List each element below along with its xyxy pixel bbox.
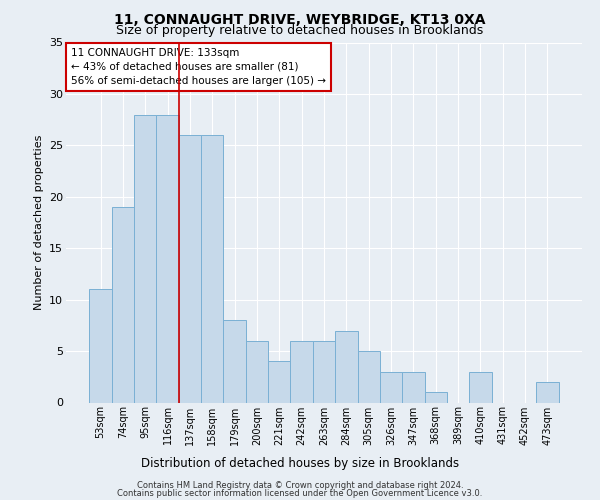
Bar bbox=[246, 341, 268, 402]
Text: Size of property relative to detached houses in Brooklands: Size of property relative to detached ho… bbox=[116, 24, 484, 37]
Bar bbox=[469, 372, 491, 402]
Bar bbox=[313, 341, 335, 402]
Bar bbox=[223, 320, 246, 402]
Bar bbox=[268, 362, 290, 403]
Bar bbox=[402, 372, 425, 402]
Bar bbox=[335, 330, 358, 402]
Bar bbox=[89, 290, 112, 403]
Bar bbox=[201, 135, 223, 402]
Bar bbox=[157, 114, 179, 403]
Bar bbox=[358, 351, 380, 403]
Text: 11, CONNAUGHT DRIVE, WEYBRIDGE, KT13 0XA: 11, CONNAUGHT DRIVE, WEYBRIDGE, KT13 0XA bbox=[114, 12, 486, 26]
Bar bbox=[290, 341, 313, 402]
Bar bbox=[425, 392, 447, 402]
Bar bbox=[536, 382, 559, 402]
Text: Contains public sector information licensed under the Open Government Licence v3: Contains public sector information licen… bbox=[118, 489, 482, 498]
Bar bbox=[112, 207, 134, 402]
Text: Contains HM Land Registry data © Crown copyright and database right 2024.: Contains HM Land Registry data © Crown c… bbox=[137, 481, 463, 490]
Text: 11 CONNAUGHT DRIVE: 133sqm
← 43% of detached houses are smaller (81)
56% of semi: 11 CONNAUGHT DRIVE: 133sqm ← 43% of deta… bbox=[71, 48, 326, 86]
Bar bbox=[179, 135, 201, 402]
Text: Distribution of detached houses by size in Brooklands: Distribution of detached houses by size … bbox=[141, 458, 459, 470]
Bar bbox=[134, 114, 157, 403]
Y-axis label: Number of detached properties: Number of detached properties bbox=[34, 135, 44, 310]
Bar bbox=[380, 372, 402, 402]
